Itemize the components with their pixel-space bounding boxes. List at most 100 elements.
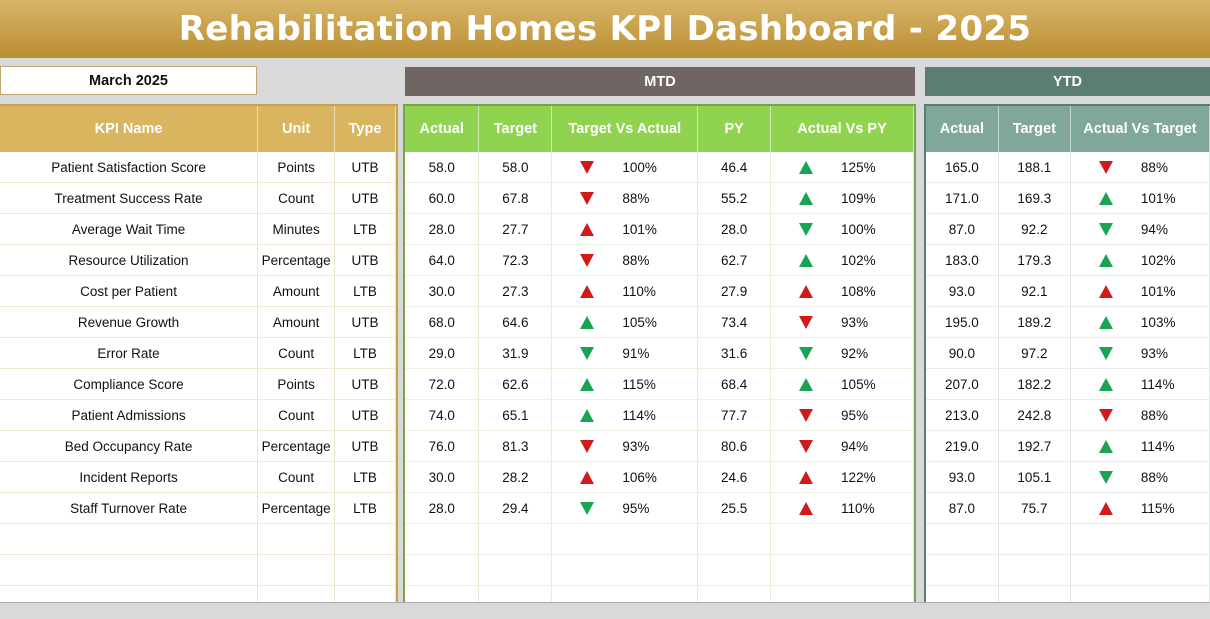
trend-indicator-wrap <box>1071 191 1141 206</box>
trend-arrow-icon <box>1098 347 1113 361</box>
trend-indicator-wrap <box>552 253 622 268</box>
mtd-row <box>405 554 914 586</box>
ytd-actual-vs-target-cell: 101% <box>1070 182 1210 214</box>
kpi-row: Error Rate Count LTB <box>0 337 396 369</box>
mtd-row: 64.0 72.3 88% 62.7 102% <box>405 244 914 276</box>
mtd-target-cell: 28.2 <box>478 461 553 493</box>
mtd-actual-cell <box>405 554 480 586</box>
ytd-row <box>926 585 1210 602</box>
mtd-target-vs-actual-cell: 115% <box>551 368 699 400</box>
kpi-row: Staff Turnover Rate Percentage LTB <box>0 492 396 524</box>
kpi-row: Patient Satisfaction Score Points UTB <box>0 152 396 183</box>
header-mtd-py: PY <box>697 106 772 152</box>
trend-arrow-icon <box>799 161 814 175</box>
ytd-actual-cell: 219.0 <box>926 430 999 462</box>
kpi-info-table: KPI Name Unit Type Patient Satisfaction … <box>0 106 396 602</box>
trend-indicator-wrap <box>1071 222 1141 237</box>
unit-cell: Percentage <box>257 430 336 462</box>
percent-value: 88% <box>1140 159 1168 175</box>
mtd-target-vs-actual-cell: 100% <box>551 152 699 183</box>
percent-value: 93% <box>841 314 869 330</box>
type-cell: UTB <box>334 368 396 400</box>
percent-value: 91% <box>622 345 650 361</box>
ytd-actual-cell: 183.0 <box>926 244 999 276</box>
ytd-row: 165.0 188.1 88% <box>926 152 1210 183</box>
header-unit: Unit <box>257 106 336 152</box>
trend-arrow-icon <box>799 316 814 330</box>
mtd-py-cell: 73.4 <box>697 306 772 338</box>
mtd-row: 28.0 29.4 95% 25.5 110% <box>405 492 914 524</box>
ytd-row: 90.0 97.2 93% <box>926 337 1210 369</box>
ytd-target-cell: 192.7 <box>998 430 1071 462</box>
mtd-actual-cell: 30.0 <box>405 275 480 307</box>
ytd-row: 183.0 179.3 102% <box>926 244 1210 276</box>
mtd-actual-vs-py-cell: 100% <box>770 213 914 245</box>
percent-value: 122% <box>841 469 876 485</box>
trend-arrow-icon <box>580 409 595 423</box>
trend-arrow-icon <box>1098 316 1113 330</box>
unit-cell <box>257 554 336 586</box>
trend-indicator-wrap <box>1071 160 1141 175</box>
trend-indicator-wrap <box>771 315 841 330</box>
kpi-name-cell: Incident Reports <box>0 461 259 493</box>
ytd-actual-vs-target-cell: 114% <box>1070 368 1210 400</box>
kpi-name-cell: Patient Satisfaction Score <box>0 152 259 183</box>
percent-value: 92% <box>841 345 869 361</box>
percent-value: 101% <box>622 221 657 237</box>
unit-cell: Amount <box>257 306 336 338</box>
mtd-row: 72.0 62.6 115% 68.4 105% <box>405 368 914 400</box>
ytd-actual-vs-target-cell <box>1070 585 1210 602</box>
ytd-actual-cell <box>926 523 999 555</box>
dashboard-title: Rehabilitation Homes KPI Dashboard - 202… <box>178 9 1032 49</box>
trend-indicator-wrap <box>771 253 841 268</box>
ytd-row: 87.0 92.2 94% <box>926 213 1210 245</box>
ytd-panel: Actual Target Actual Vs Target 165.0 188.… <box>924 104 1210 602</box>
percent-value: 103% <box>1140 314 1176 330</box>
mtd-row: 28.0 27.7 101% 28.0 100% <box>405 213 914 245</box>
type-cell: LTB <box>334 461 396 493</box>
sheet-footer <box>0 602 1210 619</box>
trend-indicator-wrap <box>552 315 622 330</box>
ytd-row: 93.0 105.1 88% <box>926 461 1210 493</box>
ytd-row: 213.0 242.8 88% <box>926 399 1210 431</box>
header-ytd-actual-vs-target: Actual Vs Target <box>1070 106 1210 152</box>
mtd-actual-cell: 28.0 <box>405 492 480 524</box>
trend-arrow-icon <box>1098 192 1113 206</box>
trend-arrow-icon <box>799 471 814 485</box>
ytd-actual-cell: 87.0 <box>926 492 999 524</box>
trend-arrow-icon <box>799 378 814 392</box>
trend-indicator-wrap <box>552 284 622 299</box>
unit-cell: Minutes <box>257 213 336 245</box>
kpi-name-cell: Patient Admissions <box>0 399 259 431</box>
percent-value: 102% <box>841 252 876 268</box>
month-selector[interactable]: March 2025 <box>0 66 257 95</box>
mtd-target-vs-actual-cell <box>551 523 699 555</box>
trend-arrow-icon <box>799 502 814 516</box>
trend-arrow-icon <box>580 316 595 330</box>
mtd-py-cell: 31.6 <box>697 337 772 369</box>
mtd-row: 29.0 31.9 91% 31.6 92% <box>405 337 914 369</box>
ytd-actual-vs-target-cell: 114% <box>1070 430 1210 462</box>
mtd-actual-cell: 74.0 <box>405 399 480 431</box>
kpi-row <box>0 523 396 555</box>
ytd-actual-cell: 87.0 <box>926 213 999 245</box>
trend-arrow-icon <box>799 254 814 268</box>
mtd-py-cell <box>697 585 772 602</box>
trend-indicator-wrap <box>771 284 841 299</box>
mtd-row: 30.0 28.2 106% 24.6 122% <box>405 461 914 493</box>
ytd-banner: YTD <box>925 67 1210 96</box>
percent-value: 105% <box>622 314 657 330</box>
mtd-py-cell: 27.9 <box>697 275 772 307</box>
trend-arrow-icon <box>580 254 595 268</box>
trend-indicator-wrap <box>552 160 622 175</box>
percent-value: 93% <box>1140 345 1168 361</box>
ytd-target-cell: 169.3 <box>998 182 1071 214</box>
mtd-target-vs-actual-cell: 105% <box>551 306 699 338</box>
trend-indicator-wrap <box>771 191 841 206</box>
mtd-actual-vs-py-cell: 109% <box>770 182 914 214</box>
percent-value: 95% <box>622 500 650 516</box>
trend-indicator-wrap <box>1071 346 1141 361</box>
kpi-row: Compliance Score Points UTB <box>0 368 396 400</box>
percent-value: 93% <box>622 438 650 454</box>
trend-arrow-icon <box>1098 440 1113 454</box>
